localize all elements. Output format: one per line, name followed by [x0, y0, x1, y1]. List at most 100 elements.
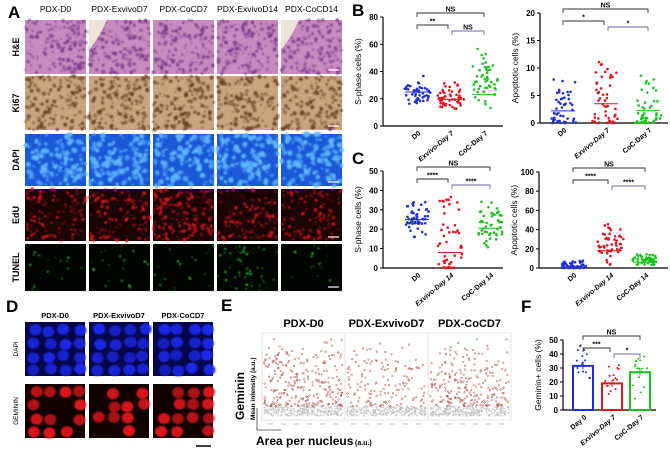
- cell: [151, 226, 155, 230]
- data-point: [581, 355, 584, 358]
- cell: [78, 209, 81, 213]
- cell: [155, 95, 158, 99]
- data-point: [603, 99, 607, 102]
- cell: [312, 98, 316, 102]
- cell: [57, 168, 63, 173]
- cell: [70, 28, 75, 32]
- data-point: [579, 344, 582, 347]
- geminin-positive-point: [390, 353, 393, 356]
- cell: [233, 222, 235, 224]
- cell: [40, 121, 44, 125]
- data-point: [639, 391, 642, 394]
- significance-label: NS: [604, 162, 614, 169]
- low-intensity-point: [475, 405, 478, 408]
- low-intensity-point: [470, 411, 473, 414]
- cell: [124, 238, 129, 243]
- cell: [161, 107, 164, 109]
- cell: [255, 236, 258, 239]
- data-point: [451, 105, 454, 109]
- cell-texture: [23, 73, 88, 131]
- significance-bracket: [416, 24, 449, 29]
- cell: [165, 207, 167, 210]
- low-intensity-point: [493, 406, 496, 409]
- low-intensity-point: [496, 411, 499, 414]
- cell: [329, 28, 332, 31]
- cell: [161, 59, 165, 63]
- cell: [326, 25, 329, 28]
- cell: [69, 95, 72, 98]
- cell: [142, 168, 148, 173]
- cell: [335, 109, 339, 114]
- geminin-positive-point: [272, 338, 275, 341]
- cell: [188, 63, 192, 68]
- cell: [164, 27, 169, 32]
- cell: [204, 273, 206, 276]
- cell: [252, 252, 255, 254]
- low-intensity-point: [313, 413, 316, 416]
- cell: [126, 202, 130, 206]
- low-intensity-point: [453, 405, 456, 408]
- low-intensity-point: [311, 413, 314, 416]
- cell: [305, 194, 308, 198]
- cell: [192, 231, 195, 234]
- geminin-positive-point: [296, 386, 299, 389]
- cell: [255, 30, 258, 33]
- data-point: [643, 263, 646, 266]
- low-intensity-point: [460, 413, 463, 416]
- cell: [328, 163, 332, 167]
- cell: [165, 232, 168, 235]
- cell: [167, 183, 171, 188]
- cell: [147, 125, 151, 129]
- cell: [287, 107, 290, 111]
- cell: [68, 126, 74, 131]
- data-point: [487, 205, 490, 209]
- cell: [301, 228, 305, 231]
- data-point: [640, 115, 644, 118]
- cell: [172, 123, 177, 128]
- low-intensity-point: [411, 407, 414, 410]
- cell: [234, 23, 236, 26]
- cell: [97, 36, 101, 41]
- geminin-positive-point: [382, 387, 385, 390]
- cell: [60, 162, 63, 165]
- geminin-positive-point: [388, 404, 391, 407]
- cell: [76, 189, 78, 192]
- low-intensity-point: [357, 406, 360, 409]
- cell: [79, 76, 84, 81]
- cell: [75, 101, 79, 106]
- data-point: [583, 348, 586, 351]
- nucleus: [43, 427, 56, 439]
- data-point: [616, 366, 619, 369]
- data-point: [413, 221, 417, 225]
- geminin-positive-point: [364, 376, 367, 379]
- cell: [287, 205, 291, 209]
- cell: [203, 191, 206, 193]
- cell: [201, 25, 205, 29]
- cell: [313, 265, 315, 268]
- geminin-positive-point: [329, 357, 332, 360]
- cell: [226, 20, 229, 23]
- nucleus: [73, 385, 86, 397]
- cell: [92, 156, 96, 161]
- cell: [180, 207, 183, 210]
- data-point: [416, 227, 420, 230]
- data-point: [614, 244, 618, 247]
- cell: [211, 29, 215, 33]
- cell: [81, 208, 84, 212]
- geminin-positive-point: [430, 362, 433, 365]
- cell: [190, 90, 193, 93]
- cell: [325, 110, 329, 114]
- cell: [105, 170, 111, 175]
- cell: [132, 199, 135, 202]
- cell: [119, 207, 123, 211]
- cell: [55, 173, 59, 176]
- geminin-positive-point: [359, 386, 362, 389]
- cell: [234, 81, 238, 85]
- cell: [146, 140, 152, 146]
- low-intensity-point: [437, 408, 440, 411]
- tile-background: [153, 244, 214, 291]
- geminin-positive-point: [263, 398, 266, 401]
- cell: [282, 177, 286, 180]
- cell: [238, 43, 241, 47]
- cell: [127, 190, 129, 193]
